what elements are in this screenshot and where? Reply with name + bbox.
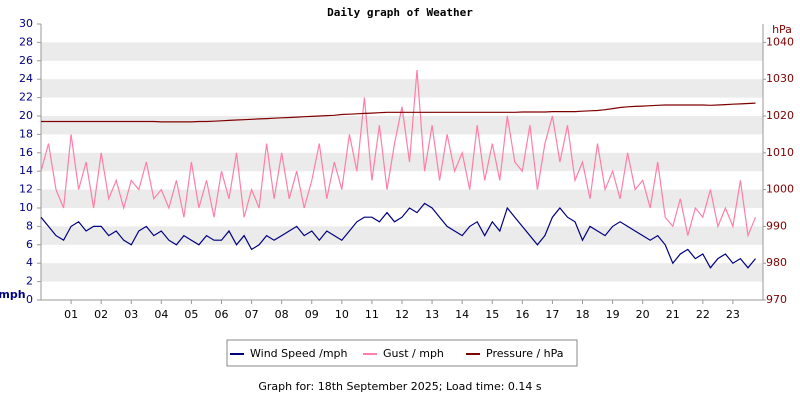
x-tick-label: 15 (485, 308, 499, 321)
y-tick-label: 24 (19, 72, 33, 85)
y2-tick-label: 1030 (766, 72, 794, 85)
legend-label: Pressure / hPa (486, 347, 564, 360)
chart-title: Daily graph of Weather (327, 6, 473, 19)
series-line (41, 102, 756, 123)
x-tick-label: 06 (215, 308, 229, 321)
y2-tick-label: 1000 (766, 183, 794, 196)
y-tick-label: 26 (19, 54, 33, 67)
grid-band (41, 79, 763, 98)
x-tick-label: 07 (245, 308, 259, 321)
y2-tick-label: 1020 (766, 109, 794, 122)
y-tick-label: 8 (26, 219, 33, 232)
y-tick-label: 6 (26, 238, 33, 251)
y-tick-label: 18 (19, 127, 33, 140)
x-tick-label: 12 (395, 308, 409, 321)
y-tick-label: 12 (19, 183, 33, 196)
x-tick-label: 22 (696, 308, 710, 321)
legend-box (226, 339, 578, 367)
series-line (40, 69, 757, 238)
y2-tick-label: 990 (766, 219, 787, 232)
x-tick-label: 04 (154, 308, 168, 321)
x-tick-label: 03 (124, 308, 138, 321)
y-tick-label: 2 (26, 275, 33, 288)
x-tick-label: 19 (606, 308, 620, 321)
footer: Graph for: 18th September 2025; Load tim… (258, 380, 542, 393)
x-tick-label: 18 (576, 308, 590, 321)
y-tick-label: 30 (19, 17, 33, 30)
grid-band (41, 42, 763, 61)
x-tick-label: 17 (545, 308, 559, 321)
y-tick-label: 10 (19, 201, 33, 214)
y2-tick-label: 1010 (766, 146, 794, 159)
x-tick-label: 23 (726, 308, 740, 321)
x-tick-label: 21 (666, 308, 680, 321)
x-tick-label: 16 (515, 308, 529, 321)
x-tick-label: 09 (305, 308, 319, 321)
x-tick-label: 11 (365, 308, 379, 321)
x-tick-label: 14 (455, 308, 469, 321)
series-line (40, 202, 756, 269)
grid-band (41, 116, 763, 135)
x-tick-label: 01 (64, 308, 78, 321)
legend-label: Gust / mph (383, 347, 444, 360)
y-axis-label: mph (0, 288, 26, 301)
x-tick-label: 05 (184, 308, 198, 321)
y2-tick-label: 970 (766, 293, 787, 306)
grid-band (41, 152, 763, 172)
y-tick-label: 14 (19, 164, 33, 177)
y-tick-label: 28 (19, 35, 33, 48)
y2-axis-label: hPa (772, 23, 792, 36)
x-tick-label: 08 (275, 308, 289, 321)
y-tick-label: 4 (26, 256, 33, 269)
grid-band (41, 263, 763, 282)
y-tick-label: 22 (19, 91, 33, 104)
x-tick-label: 20 (636, 308, 650, 321)
x-tick-label: 10 (335, 308, 349, 321)
y2-tick-label: 980 (766, 256, 787, 269)
legend-label: Wind Speed /mph (250, 347, 348, 360)
y-tick-label: 0 (26, 293, 33, 306)
y2-tick-label: 1040 (766, 35, 794, 48)
x-tick-label: 13 (425, 308, 439, 321)
grid-band (41, 189, 763, 208)
x-tick-label: 02 (94, 308, 108, 321)
y-tick-label: 16 (19, 146, 33, 159)
y-tick-label: 20 (19, 109, 33, 122)
